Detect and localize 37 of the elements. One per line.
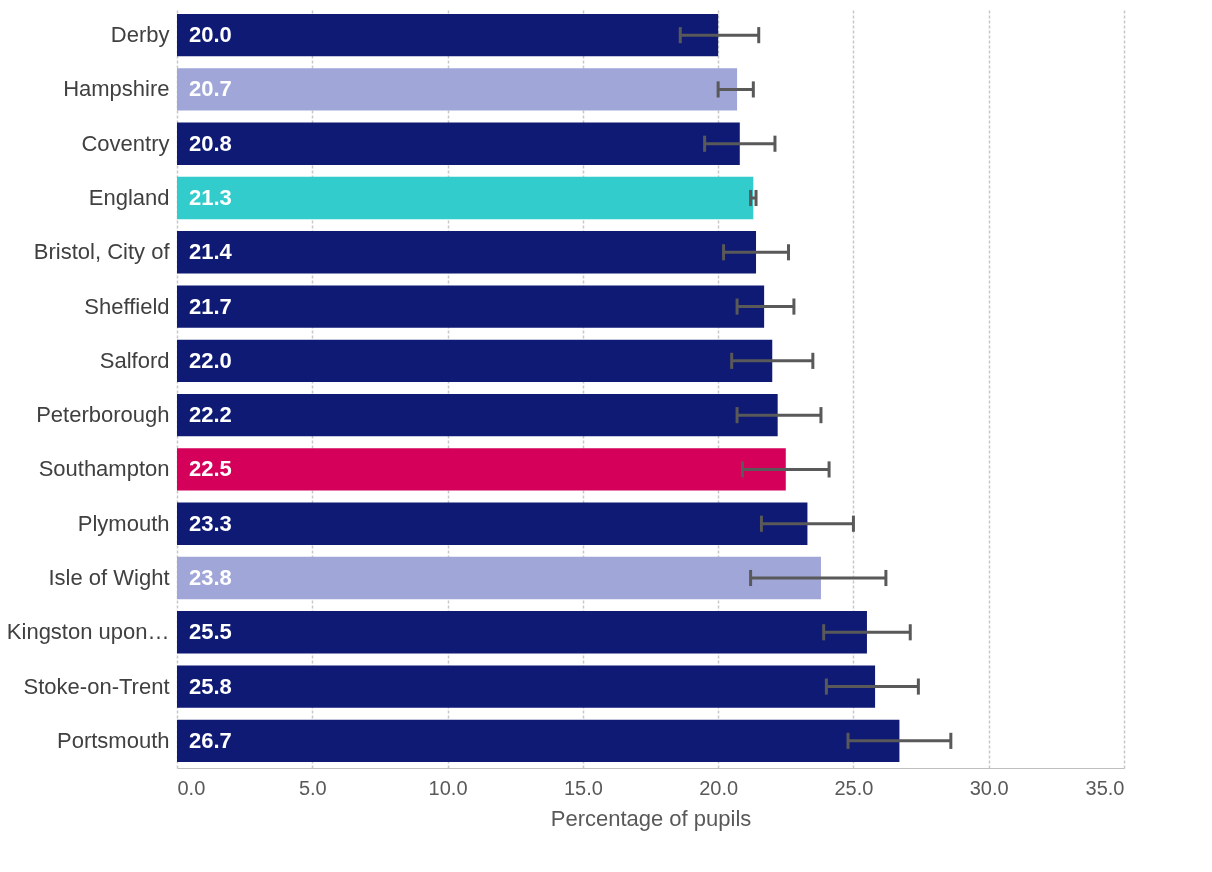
data-label: 25.8 <box>189 673 232 699</box>
y-tick-label: Kingston upon… <box>6 619 170 645</box>
data-label: 21.7 <box>189 293 232 319</box>
y-tick-label: Coventry <box>81 130 170 156</box>
data-label: 22.5 <box>189 456 232 482</box>
y-tick-label: Sheffield <box>84 293 170 319</box>
y-tick-label: Peterborough <box>36 402 170 428</box>
y-tick-label: Plymouth <box>77 510 170 536</box>
data-label: 23.8 <box>189 565 232 590</box>
x-axis-title: Percentage of pupils <box>550 805 752 831</box>
y-tick-label: Portsmouth <box>57 727 170 753</box>
y-tick-label: Isle of Wight <box>48 565 170 590</box>
x-tick-label: 10.0 <box>428 776 468 799</box>
data-label: 25.5 <box>189 619 232 645</box>
data-label: 20.7 <box>189 76 232 102</box>
x-tick-label: 0.0 <box>177 776 206 799</box>
y-tick-label: Southampton <box>38 456 170 482</box>
y-tick-label: England <box>88 185 170 210</box>
x-tick-label: 35.0 <box>1085 776 1125 799</box>
data-label: 22.2 <box>189 402 232 428</box>
data-label: 20.8 <box>189 130 232 156</box>
y-tick-label: Bristol, City of <box>33 239 171 265</box>
data-label: 26.7 <box>189 727 232 753</box>
data-label: 20.0 <box>189 22 232 48</box>
x-tick-label: 25.0 <box>834 776 874 799</box>
y-tick-label: Salford <box>99 347 170 373</box>
data-label: 23.3 <box>189 510 232 536</box>
data-label: 22.0 <box>189 347 232 373</box>
x-tick-label: 5.0 <box>298 776 327 799</box>
data-label: 21.4 <box>189 239 233 265</box>
x-tick-label: 30.0 <box>969 776 1009 799</box>
data-label: 21.3 <box>189 185 232 210</box>
y-tick-label: Hampshire <box>63 76 170 102</box>
x-tick-label: 15.0 <box>563 776 603 799</box>
x-tick-label: 20.0 <box>699 776 739 799</box>
y-tick-label: Stoke-on-Trent <box>23 673 170 699</box>
y-tick-label: Derby <box>110 22 170 48</box>
